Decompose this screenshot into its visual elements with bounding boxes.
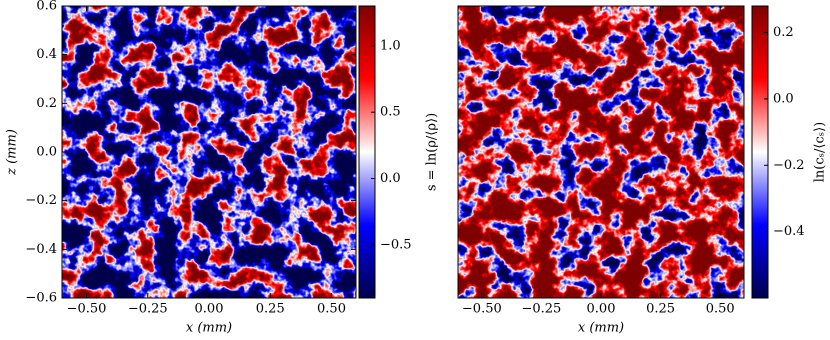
x-tick-label: 0.25 [646, 302, 675, 317]
colorbar-label: s = ln(ρ/⟨ρ⟩) [425, 113, 440, 191]
x-axis-label: x (mm) [578, 321, 624, 336]
heatmap-field [62, 6, 356, 298]
y-tick-label: 0.4 [36, 47, 57, 62]
colorbar-tick-label: 0.0 [380, 171, 401, 186]
colorbar-tick-label: 0.2 [773, 25, 794, 40]
colorbar-tick-label: 0.0 [773, 91, 794, 106]
y-tick-label: −0.4 [25, 242, 57, 257]
y-axis-label: z (mm) [5, 129, 20, 176]
x-axis-label: x (mm) [186, 321, 232, 336]
y-tick-label: −0.6 [25, 291, 57, 306]
colorbar-tick-label: 1.0 [380, 38, 401, 53]
x-tick-label: −0.25 [521, 302, 561, 317]
x-tick-label: 0.00 [587, 302, 616, 317]
colorbar-label: ln(cₛ/⟨cₛ⟩) [813, 122, 828, 183]
colorbar-tick-label: −0.4 [773, 224, 805, 239]
colorbar-tick-label: 0.5 [380, 105, 401, 120]
y-tick-label: 0.6 [36, 0, 57, 14]
x-tick-label: 0.50 [317, 302, 346, 317]
x-tick-label: 0.00 [195, 302, 224, 317]
colorbar [358, 5, 376, 299]
x-tick-label: −0.50 [462, 302, 502, 317]
colorbar [751, 5, 769, 299]
x-tick-label: 0.25 [256, 302, 285, 317]
x-tick-label: 0.50 [706, 302, 735, 317]
heatmap-field [458, 6, 744, 298]
colorbar-tick-label: −0.2 [773, 158, 805, 173]
y-tick-label: 0.2 [36, 96, 57, 111]
x-tick-label: −0.25 [128, 302, 168, 317]
colorbar-tick-label: −0.5 [380, 237, 412, 252]
x-tick-label: −0.50 [67, 302, 107, 317]
y-tick-label: −0.2 [25, 193, 57, 208]
y-tick-label: 0.0 [36, 145, 57, 160]
